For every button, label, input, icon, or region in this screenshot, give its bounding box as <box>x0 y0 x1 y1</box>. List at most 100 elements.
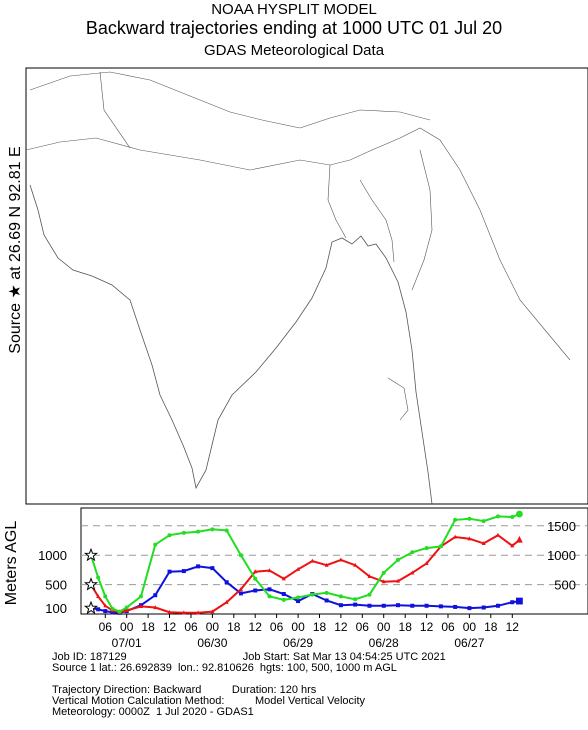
date-label-07-01: 07/01 <box>112 636 142 650</box>
height-point-1000m-9 <box>181 530 186 535</box>
height-point-100m-25 <box>410 603 415 608</box>
height-point-1000m-18 <box>310 592 315 597</box>
height-point-1000m-11 <box>210 527 215 532</box>
run-info: Job ID: 187129 Job Start: Sat Mar 13 04:… <box>52 652 446 718</box>
height-point-500m-26 <box>424 561 429 566</box>
border-line-6 <box>387 377 409 421</box>
height-point-100m-3 <box>110 610 115 615</box>
height-point-100m-14 <box>253 588 258 593</box>
x-tick-label-9: 00 <box>291 620 305 634</box>
x-tick-label-12: 06 <box>356 620 370 634</box>
height-point-100m-24 <box>396 603 401 608</box>
height-point-100m-26 <box>424 603 429 608</box>
date-label-06-30: 06/30 <box>197 636 227 650</box>
height-point-1000m-12 <box>224 528 229 533</box>
coastline <box>29 184 433 504</box>
height-point-100m-13 <box>238 591 243 596</box>
height-point-500m-8 <box>167 609 172 614</box>
height-point-1000m-5 <box>124 605 129 610</box>
height-point-1000m-31 <box>495 514 500 519</box>
height-point-100m-32 <box>510 600 515 605</box>
height-point-100m-31 <box>495 603 500 608</box>
height-point-500m-16 <box>281 576 286 581</box>
height-point-500m-30 <box>481 541 486 546</box>
x-tick-label-15: 12 <box>420 620 434 634</box>
height-point-100m-33 <box>516 597 523 605</box>
height-point-1000m-33 <box>516 510 523 518</box>
vertical-motion-label: Vertical Motion Calculation Method: <box>52 695 225 707</box>
border-line-4 <box>411 149 433 291</box>
height-point-100m-21 <box>353 602 358 607</box>
height-point-100m-10 <box>196 564 201 569</box>
height-axis: 100 500 500 1000 1000 1500 06 00 18 12 06 00 18 12 06 0… <box>38 519 576 650</box>
x-tick-label-17: 00 <box>463 620 477 634</box>
height-point-100m-1 <box>96 607 101 612</box>
height-point-1000m-14 <box>253 576 258 581</box>
height-point-100m-15 <box>267 587 272 592</box>
date-label-06-29: 06/29 <box>283 636 313 650</box>
meteorology: Meteorology: 0000Z 1 Jul 2020 - GDAS1 <box>52 706 254 718</box>
x-tick-label-16: 06 <box>441 620 455 634</box>
height-point-100m-17 <box>296 599 301 604</box>
height-track-500m <box>90 534 521 614</box>
height-point-500m-32 <box>510 543 515 548</box>
height-point-500m-6 <box>138 603 143 608</box>
x-tick-label-18: 18 <box>484 620 498 634</box>
height-point-1000m-28 <box>453 517 458 522</box>
x-tick-label-4: 06 <box>184 620 198 634</box>
height-point-1000m-29 <box>467 516 472 521</box>
height-point-500m-13 <box>238 586 243 591</box>
height-point-500m-20 <box>338 557 343 562</box>
height-point-500m-9 <box>181 610 186 615</box>
height-point-100m-20 <box>338 603 343 608</box>
height-point-100m-7 <box>153 593 158 598</box>
height-point-1000m-19 <box>324 590 329 595</box>
height-point-500m-14 <box>253 569 258 574</box>
x-tick-label-8: 06 <box>270 620 284 634</box>
x-tick-label-3: 12 <box>163 620 177 634</box>
height-point-500m-31 <box>495 532 500 537</box>
height-point-1000m-30 <box>481 519 486 524</box>
height-point-1000m-16 <box>281 597 286 602</box>
height-point-500m-12 <box>224 599 229 604</box>
height-panel-frame <box>80 507 588 615</box>
height-point-100m-8 <box>167 569 172 574</box>
date-label-06-27: 06/27 <box>454 636 484 650</box>
height-start-star-500 <box>83 577 99 591</box>
height-point-100m-16 <box>281 592 286 597</box>
height-point-1000m-27 <box>438 544 443 549</box>
height-point-100m-19 <box>324 598 329 603</box>
right-y-tick-1500: 1500 <box>547 519 576 534</box>
border-line-2 <box>327 164 347 239</box>
height-point-100m-28 <box>453 604 458 609</box>
height-trajectories <box>83 510 523 615</box>
height-point-500m-21 <box>353 562 358 567</box>
border-line-5 <box>99 71 131 149</box>
height-gridlines <box>81 525 588 586</box>
height-point-500m-28 <box>453 534 458 539</box>
x-tick-label-0: 06 <box>99 620 113 634</box>
height-point-500m-29 <box>467 536 472 541</box>
height-point-500m-22 <box>367 573 372 578</box>
right-y-tick-1000: 1000 <box>547 548 576 563</box>
height-point-500m-2 <box>103 603 108 608</box>
model-title: NOAA HYSPLIT MODEL <box>211 1 377 18</box>
left-y-tick-500: 500 <box>45 578 67 593</box>
height-point-500m-19 <box>324 562 329 567</box>
height-point-100m-30 <box>481 605 486 610</box>
height-point-500m-23 <box>381 579 386 584</box>
border-line-0 <box>26 127 571 361</box>
x-tick-label-10: 18 <box>313 620 327 634</box>
height-point-1000m-20 <box>338 594 343 599</box>
height-point-500m-24 <box>396 578 401 583</box>
left-y-tick-100: 100 <box>45 601 67 616</box>
height-point-1000m-15 <box>267 594 272 599</box>
height-point-1000m-10 <box>196 529 201 534</box>
left-y-tick-1000: 1000 <box>38 548 67 563</box>
height-point-1000m-23 <box>381 570 386 575</box>
height-point-500m-7 <box>153 605 158 610</box>
height-point-1000m-4 <box>117 609 122 614</box>
height-point-500m-5 <box>124 608 129 613</box>
height-point-500m-11 <box>210 609 215 614</box>
